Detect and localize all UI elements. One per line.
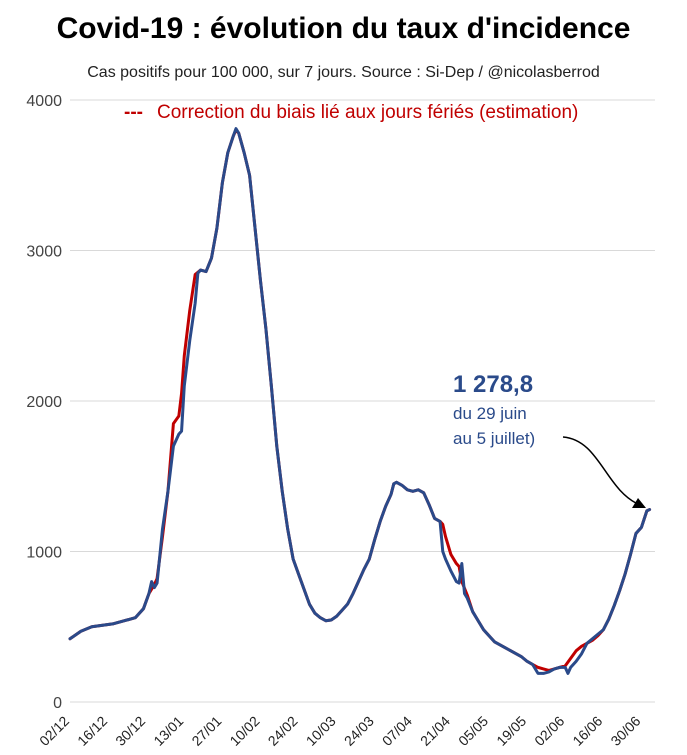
series-lines <box>68 127 652 675</box>
annotation-value: 1 278,8 <box>453 371 533 398</box>
annotation-arrow <box>562 436 641 506</box>
y-tick-label: 4000 <box>26 93 62 110</box>
x-axis-ticks: 02/12 16/12 30/12 13/01 27/01 10/02 24/02 10/03… <box>36 713 644 749</box>
annotation-line1: du 29 juin <box>453 404 527 423</box>
series-line-raw <box>68 127 652 675</box>
x-tick-label: 30/12 <box>112 713 148 749</box>
annotation: 1 278,8 du 29 juin au 5 juillet) <box>453 371 646 508</box>
x-tick-label: 07/04 <box>379 713 415 749</box>
x-tick-label: 21/04 <box>417 713 453 749</box>
y-tick-label: 3000 <box>26 244 62 261</box>
series-line-corrected <box>68 128 652 672</box>
annotation-line2: au 5 juillet) <box>453 429 535 448</box>
grid-lines <box>70 99 655 703</box>
legend-marker: --- <box>124 102 143 123</box>
x-tick-label: 02/12 <box>36 713 72 749</box>
x-tick-label: 05/05 <box>455 713 491 749</box>
x-tick-label: 19/05 <box>493 713 529 749</box>
x-tick-label: 13/01 <box>150 713 186 749</box>
y-tick-label: 2000 <box>26 394 62 411</box>
x-tick-label: 10/02 <box>226 713 262 749</box>
annotation-arrowhead <box>632 498 646 508</box>
x-tick-label: 30/06 <box>607 713 643 749</box>
chart-subtitle: Cas positifs pour 100 000, sur 7 jours. … <box>87 64 600 81</box>
legend-label: Correction du biais lié aux jours fériés… <box>157 102 578 123</box>
x-tick-label: 02/06 <box>531 713 567 749</box>
y-tick-label: 0 <box>53 695 62 712</box>
y-tick-label: 1000 <box>26 545 62 562</box>
x-tick-label: 24/02 <box>265 713 301 749</box>
x-tick-label: 24/03 <box>341 713 377 749</box>
x-tick-label: 16/12 <box>74 713 110 749</box>
chart-title: Covid-19 : évolution du taux d'incidence <box>56 12 631 45</box>
y-axis-ticks: 0 1000 2000 3000 4000 <box>26 93 62 712</box>
x-tick-label: 16/06 <box>569 713 605 749</box>
legend: --- Correction du biais lié aux jours fé… <box>124 102 578 123</box>
x-tick-label: 10/03 <box>303 713 339 749</box>
x-tick-label: 27/01 <box>188 713 224 749</box>
